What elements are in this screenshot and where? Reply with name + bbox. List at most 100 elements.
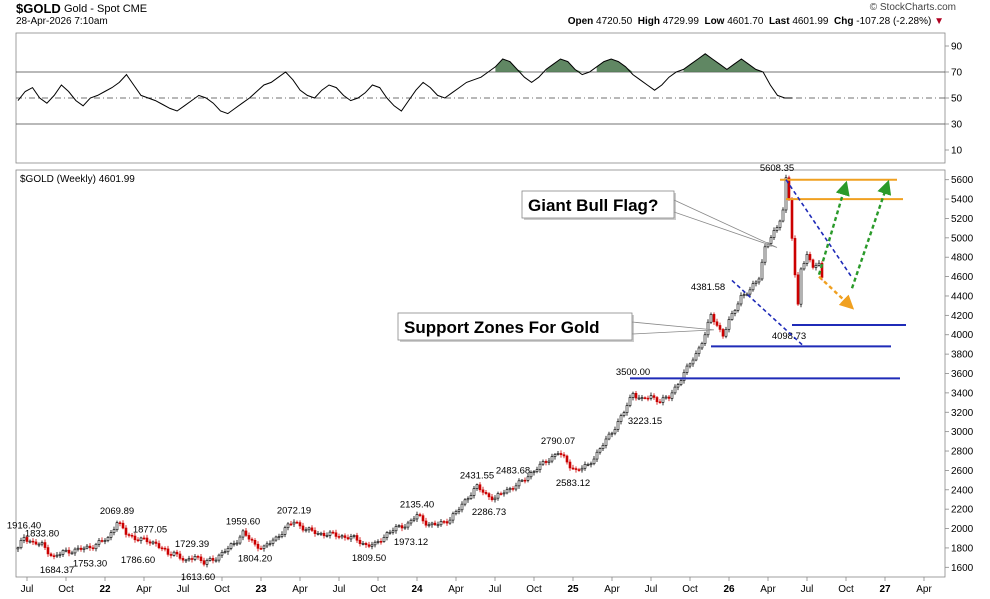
price-y-tick-label: 2600 bbox=[951, 466, 974, 477]
price-y-tick-label: 1800 bbox=[951, 543, 974, 554]
price-candle bbox=[550, 456, 554, 462]
price-candle bbox=[346, 537, 350, 540]
last-value: 4601.99 bbox=[792, 16, 829, 27]
price-candle bbox=[430, 522, 434, 526]
price-candle bbox=[589, 463, 593, 466]
price-candle bbox=[298, 522, 302, 527]
price-candle bbox=[583, 464, 587, 469]
price-candle bbox=[511, 488, 515, 490]
price-candle bbox=[25, 537, 29, 542]
price-candle bbox=[280, 534, 284, 537]
price-candle bbox=[274, 536, 278, 541]
price-candle bbox=[352, 535, 356, 537]
price-y-tick-label: 2400 bbox=[951, 485, 974, 496]
price-candle bbox=[196, 556, 200, 558]
price-candle bbox=[277, 536, 281, 538]
price-candle bbox=[466, 498, 470, 501]
x-tick-label: Oct bbox=[58, 584, 74, 595]
price-candle bbox=[469, 495, 473, 499]
price-candle bbox=[592, 458, 596, 465]
price-candle bbox=[586, 464, 590, 466]
price-candle bbox=[484, 492, 488, 494]
price-candle bbox=[673, 386, 677, 394]
price-candle bbox=[436, 524, 440, 527]
price-candle bbox=[505, 489, 509, 494]
price-candle bbox=[184, 559, 188, 562]
price-candle bbox=[268, 543, 272, 545]
price-candle bbox=[145, 537, 149, 543]
price-annotation-label: 4381.58 bbox=[691, 282, 725, 293]
price-candle bbox=[601, 445, 605, 449]
price-candle bbox=[100, 540, 104, 542]
price-annotation-label: 1613.60 bbox=[181, 572, 215, 583]
price-candle bbox=[643, 397, 647, 399]
price-annotation-label: 1959.60 bbox=[226, 516, 260, 527]
price-y-tick-label: 5600 bbox=[951, 175, 974, 186]
price-candle bbox=[700, 343, 704, 349]
price-candle bbox=[688, 363, 692, 367]
price-candle bbox=[175, 551, 179, 555]
price-candle bbox=[343, 535, 347, 538]
price-candle bbox=[553, 454, 557, 457]
price-candle bbox=[88, 545, 92, 549]
price-candle bbox=[817, 262, 821, 266]
price-candle bbox=[70, 552, 74, 555]
price-candle bbox=[784, 177, 788, 211]
price-candle bbox=[52, 555, 56, 557]
x-tick-label: Apr bbox=[448, 584, 464, 595]
price-candle bbox=[691, 359, 695, 365]
price-candle bbox=[127, 534, 131, 536]
price-candle bbox=[814, 265, 818, 268]
price-candle bbox=[328, 531, 332, 536]
price-annotation-label: 2483.68 bbox=[496, 466, 530, 477]
price-candle bbox=[658, 401, 662, 404]
price-candle bbox=[622, 412, 626, 416]
price-candle bbox=[244, 530, 248, 536]
price-candle bbox=[778, 220, 782, 228]
open-label: Open bbox=[567, 16, 594, 27]
price-candle bbox=[382, 537, 386, 542]
price-candle bbox=[421, 515, 425, 522]
price-candle bbox=[730, 313, 734, 320]
price-candle bbox=[628, 397, 632, 406]
price-candle bbox=[157, 543, 161, 549]
price-candle bbox=[166, 548, 170, 555]
price-candle bbox=[229, 543, 233, 549]
price-candle bbox=[526, 476, 530, 481]
low-label: Low bbox=[704, 16, 725, 27]
callout-text: Support Zones For Gold bbox=[404, 318, 599, 337]
price-candle bbox=[160, 547, 164, 550]
price-candle bbox=[805, 254, 809, 264]
price-candle bbox=[151, 541, 155, 544]
callout-box bbox=[521, 190, 675, 219]
price-candle bbox=[793, 238, 797, 276]
price-y-tick-label: 3400 bbox=[951, 388, 974, 399]
price-candle bbox=[406, 522, 410, 528]
projection-arrow bbox=[817, 180, 850, 275]
price-candle bbox=[679, 380, 683, 385]
price-candle bbox=[253, 539, 257, 545]
price-candle bbox=[733, 309, 737, 314]
x-tick-label: Oct bbox=[526, 584, 542, 595]
price-candle bbox=[46, 547, 50, 555]
x-tick-label: Jul bbox=[489, 584, 502, 595]
price-candle bbox=[463, 499, 467, 505]
price-candle bbox=[490, 496, 494, 501]
price-candle bbox=[529, 472, 533, 478]
price-annotation-label: 1877.05 bbox=[133, 524, 167, 535]
price-candle bbox=[718, 325, 722, 330]
price-candle bbox=[364, 543, 368, 546]
down-triangle-icon: ▼ bbox=[934, 16, 944, 27]
price-candle bbox=[286, 523, 290, 529]
price-candle bbox=[331, 531, 335, 534]
brand-watermark[interactable]: © StockCharts.com bbox=[869, 2, 956, 13]
price-candle bbox=[397, 525, 401, 527]
price-candle bbox=[538, 463, 542, 470]
price-candle bbox=[391, 530, 395, 533]
price-candle bbox=[379, 541, 383, 543]
x-tick-label: Oct bbox=[370, 584, 386, 595]
projection-arrow bbox=[818, 275, 855, 310]
price-candle bbox=[649, 395, 653, 399]
price-candle bbox=[646, 397, 650, 400]
